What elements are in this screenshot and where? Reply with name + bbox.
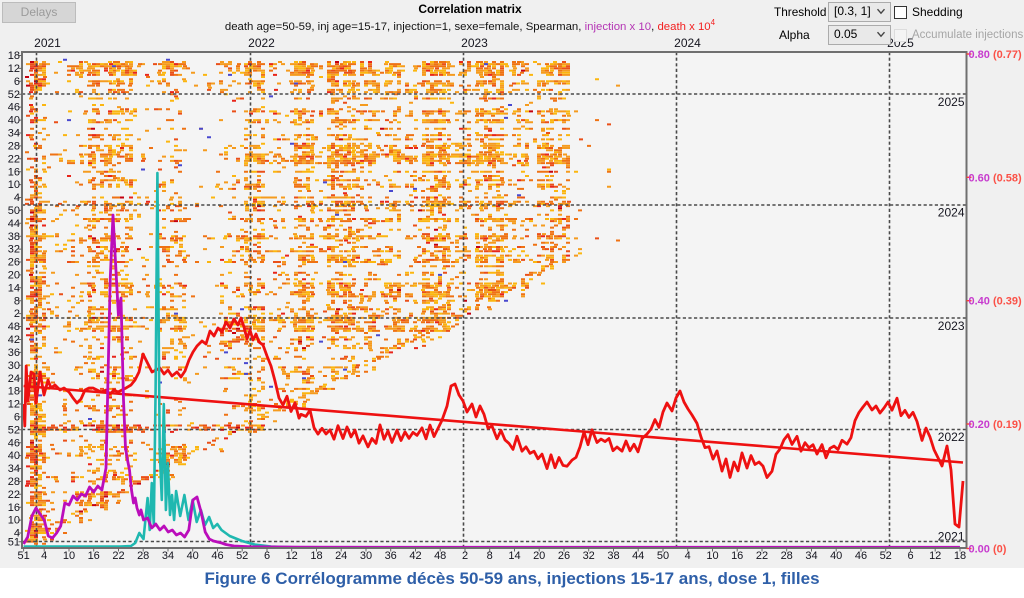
svg-text:4: 4 bbox=[41, 550, 47, 562]
svg-text:28: 28 bbox=[137, 550, 149, 562]
svg-text:28: 28 bbox=[8, 476, 20, 488]
svg-text:2021: 2021 bbox=[34, 36, 61, 50]
svg-text:6: 6 bbox=[14, 412, 20, 424]
svg-text:2: 2 bbox=[462, 550, 468, 562]
svg-text:10: 10 bbox=[8, 515, 20, 527]
svg-text:22: 22 bbox=[756, 550, 768, 562]
svg-text:12: 12 bbox=[929, 550, 941, 562]
svg-text:2022: 2022 bbox=[248, 36, 275, 50]
svg-text:22: 22 bbox=[112, 550, 124, 562]
svg-text:10: 10 bbox=[8, 179, 20, 191]
svg-text:34: 34 bbox=[805, 550, 817, 562]
svg-text:42: 42 bbox=[8, 334, 20, 346]
svg-text:2022: 2022 bbox=[938, 430, 965, 444]
svg-text:24: 24 bbox=[8, 373, 20, 385]
svg-text:24: 24 bbox=[335, 550, 347, 562]
svg-text:48: 48 bbox=[434, 550, 446, 562]
svg-text:46: 46 bbox=[8, 437, 20, 449]
svg-text:28: 28 bbox=[8, 141, 20, 153]
svg-text:32: 32 bbox=[8, 244, 20, 256]
svg-text:44: 44 bbox=[632, 550, 644, 562]
svg-text:6: 6 bbox=[907, 550, 913, 562]
svg-text:2023: 2023 bbox=[938, 319, 965, 333]
svg-text:16: 16 bbox=[731, 550, 743, 562]
svg-text:16: 16 bbox=[8, 166, 20, 178]
svg-text:26: 26 bbox=[558, 550, 570, 562]
svg-text:2025: 2025 bbox=[938, 95, 965, 109]
svg-text:30: 30 bbox=[360, 550, 372, 562]
svg-text:16: 16 bbox=[88, 550, 100, 562]
svg-text:51: 51 bbox=[8, 536, 20, 548]
svg-text:2: 2 bbox=[14, 308, 20, 320]
svg-text:30: 30 bbox=[8, 360, 20, 372]
svg-text:52: 52 bbox=[236, 550, 248, 562]
svg-text:38: 38 bbox=[607, 550, 619, 562]
svg-text:42: 42 bbox=[409, 550, 421, 562]
svg-text:0.20 (0.19): 0.20 (0.19) bbox=[969, 419, 1023, 431]
svg-text:0.40 (0.39): 0.40 (0.39) bbox=[969, 296, 1023, 308]
svg-text:51: 51 bbox=[17, 550, 29, 562]
svg-text:50: 50 bbox=[8, 205, 20, 217]
svg-text:8: 8 bbox=[487, 550, 493, 562]
svg-text:12: 12 bbox=[8, 399, 20, 411]
svg-text:4: 4 bbox=[14, 192, 20, 204]
svg-text:36: 36 bbox=[8, 347, 20, 359]
svg-text:44: 44 bbox=[8, 218, 20, 230]
svg-text:10: 10 bbox=[63, 550, 75, 562]
svg-text:36: 36 bbox=[385, 550, 397, 562]
svg-text:10: 10 bbox=[706, 550, 718, 562]
svg-text:40: 40 bbox=[187, 550, 199, 562]
svg-text:20: 20 bbox=[8, 270, 20, 282]
svg-text:32: 32 bbox=[583, 550, 595, 562]
svg-text:40: 40 bbox=[8, 450, 20, 462]
svg-text:2021: 2021 bbox=[938, 530, 965, 544]
svg-text:2023: 2023 bbox=[461, 36, 488, 50]
svg-text:18: 18 bbox=[8, 50, 20, 62]
svg-text:0.00 (0): 0.00 (0) bbox=[969, 544, 1007, 556]
svg-text:22: 22 bbox=[8, 489, 20, 501]
svg-text:18: 18 bbox=[954, 550, 966, 562]
svg-text:18: 18 bbox=[310, 550, 322, 562]
svg-text:18: 18 bbox=[8, 386, 20, 398]
svg-text:52: 52 bbox=[880, 550, 892, 562]
svg-text:26: 26 bbox=[8, 257, 20, 269]
svg-text:46: 46 bbox=[855, 550, 867, 562]
svg-text:40: 40 bbox=[8, 115, 20, 127]
svg-text:2024: 2024 bbox=[938, 206, 965, 220]
svg-text:38: 38 bbox=[8, 231, 20, 243]
svg-text:14: 14 bbox=[508, 550, 520, 562]
svg-text:20: 20 bbox=[533, 550, 545, 562]
svg-text:52: 52 bbox=[8, 424, 20, 436]
svg-text:50: 50 bbox=[657, 550, 669, 562]
svg-text:2025: 2025 bbox=[887, 36, 914, 50]
svg-text:22: 22 bbox=[8, 153, 20, 165]
svg-text:14: 14 bbox=[8, 282, 20, 294]
svg-text:16: 16 bbox=[8, 502, 20, 514]
svg-text:4: 4 bbox=[14, 528, 20, 540]
svg-text:46: 46 bbox=[8, 102, 20, 114]
svg-text:34: 34 bbox=[162, 550, 174, 562]
svg-text:6: 6 bbox=[14, 76, 20, 88]
svg-text:12: 12 bbox=[286, 550, 298, 562]
svg-text:52: 52 bbox=[8, 89, 20, 101]
svg-text:46: 46 bbox=[211, 550, 223, 562]
svg-text:8: 8 bbox=[14, 295, 20, 307]
svg-text:34: 34 bbox=[8, 128, 20, 140]
svg-text:6: 6 bbox=[264, 550, 270, 562]
svg-text:4: 4 bbox=[685, 550, 691, 562]
svg-text:34: 34 bbox=[8, 463, 20, 475]
svg-text:48: 48 bbox=[8, 321, 20, 333]
svg-text:40: 40 bbox=[830, 550, 842, 562]
svg-text:0.60 (0.58): 0.60 (0.58) bbox=[969, 172, 1023, 184]
svg-text:2024: 2024 bbox=[674, 36, 701, 50]
svg-text:12: 12 bbox=[8, 63, 20, 75]
svg-text:0.80 (0.77): 0.80 (0.77) bbox=[969, 49, 1023, 61]
svg-text:28: 28 bbox=[781, 550, 793, 562]
